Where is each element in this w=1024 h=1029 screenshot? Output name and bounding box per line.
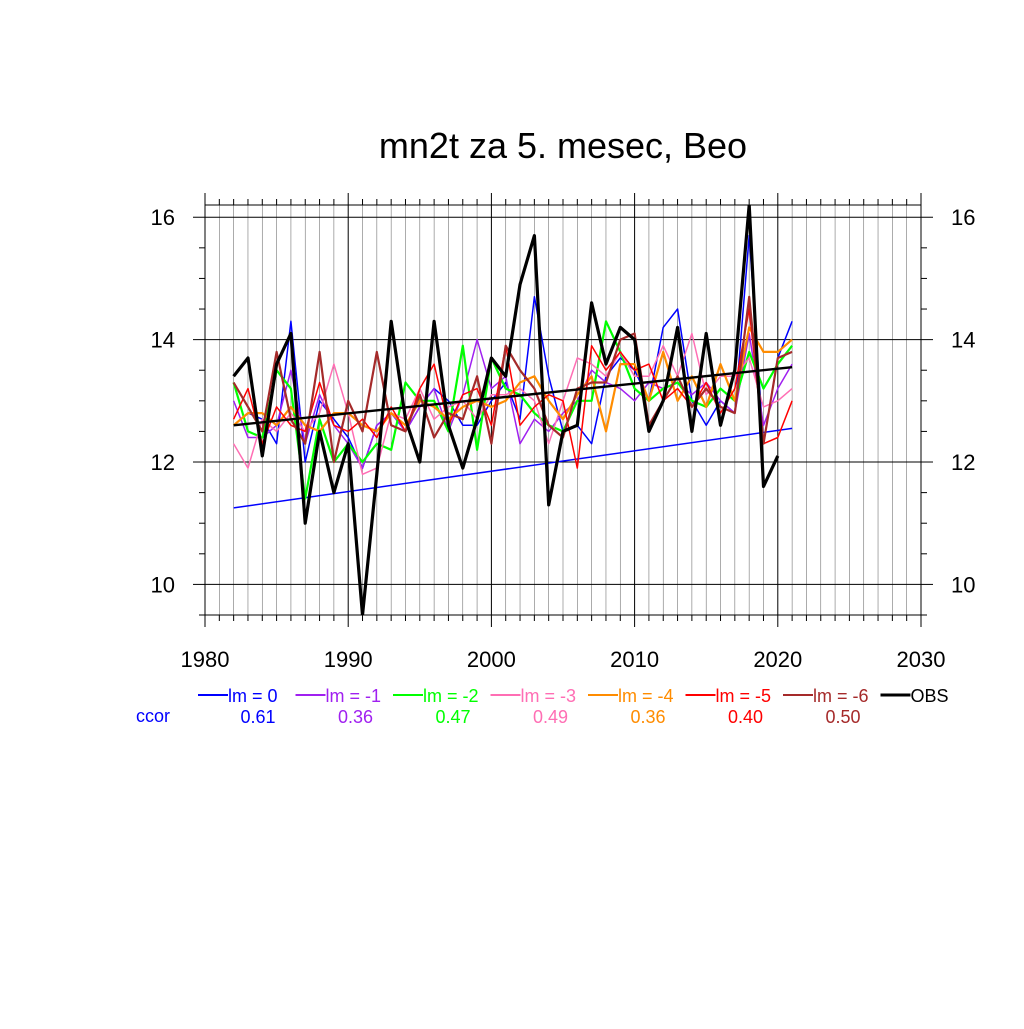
series-line [232, 295, 793, 464]
ccor-label: ccor [136, 706, 170, 726]
y-tick-label-right: 14 [951, 328, 975, 353]
legend-label: lm = -5 [716, 686, 772, 706]
x-tick-label: 2000 [467, 647, 516, 672]
x-tick-label: 1990 [324, 647, 373, 672]
legend-label: lm = -1 [326, 686, 382, 706]
x-tick-label: 2010 [610, 647, 659, 672]
y-tick-label-left: 16 [151, 205, 175, 230]
ccor-value: 0.61 [240, 707, 275, 727]
series-group [232, 205, 793, 615]
ccor-value: 0.50 [825, 707, 860, 727]
ccor-value: 0.36 [338, 707, 373, 727]
series-line [232, 205, 780, 615]
x-tick-label: 2020 [753, 647, 802, 672]
chart-title: mn2t za 5. mesec, Beo [379, 125, 747, 166]
ccor-value: 0.40 [728, 707, 763, 727]
trend-line [233, 365, 793, 427]
y-tick-label-right: 12 [951, 450, 975, 475]
y-tick-label-left: 12 [151, 450, 175, 475]
y-tick-label-left: 14 [151, 328, 175, 353]
plot-area: 10 10 12 12 14 14 16 16 1980 1990 2000 2010 2020 2030 [151, 193, 975, 672]
legend-label: OBS [911, 686, 949, 706]
x-tick-label: 2030 [897, 647, 946, 672]
legend-label: lm = -3 [521, 686, 577, 706]
legend-label: lm = -2 [423, 686, 479, 706]
ccor-value: 0.47 [435, 707, 470, 727]
ccor-value: 0.49 [533, 707, 568, 727]
legend-label: lm = -4 [618, 686, 674, 706]
x-tick-label: 1980 [181, 647, 230, 672]
y-tick-label-right: 16 [951, 205, 975, 230]
y-tick-label-left: 10 [151, 572, 175, 597]
legend-label: lm = 0 [228, 686, 278, 706]
legend-label: lm = -6 [813, 686, 869, 706]
ccor-value: 0.36 [630, 707, 665, 727]
y-tick-label-right: 10 [951, 572, 975, 597]
trend-line [233, 427, 793, 509]
